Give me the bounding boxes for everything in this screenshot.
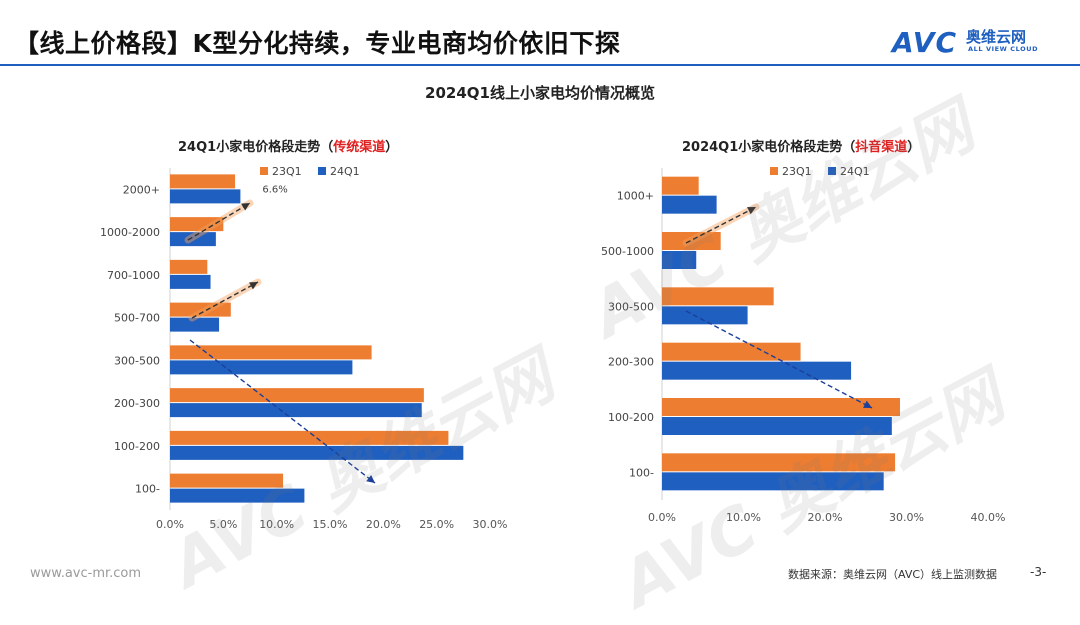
bar-24q1-100- xyxy=(662,472,884,491)
chart-left-title-suffix: ） xyxy=(385,140,399,155)
chart-left-title-highlight: 传统渠道 xyxy=(333,140,386,155)
bar-24q1-1000+ xyxy=(662,195,717,214)
bar-23q1-300-500 xyxy=(662,287,774,306)
page-title: 【线上价格段】K型分化持续，专业电商均价依旧下探 xyxy=(14,29,621,58)
category-label: 1000+ xyxy=(617,190,654,203)
category-label: 700-1000 xyxy=(107,269,160,282)
category-label: 300-500 xyxy=(608,300,654,313)
chart-left-title: 24Q1小家电价格段走势（传统渠道） xyxy=(178,136,398,155)
category-label: 200-300 xyxy=(114,397,160,410)
bar-24q1-200-300 xyxy=(662,361,852,380)
trend-arrow-head xyxy=(249,282,258,290)
legend-label: 23Q1 xyxy=(272,165,302,178)
bar-24q1-500-1000 xyxy=(662,251,697,269)
bar-24q1-2000+ xyxy=(170,189,241,204)
category-label: 1000-2000 xyxy=(100,226,160,239)
bar-23q1-100-200 xyxy=(662,398,900,416)
chart-right-title-suffix: ） xyxy=(907,140,921,155)
legend-label: 24Q1 xyxy=(330,165,360,178)
avc-logo: AVC 奥维云网 ALL VIEW CLOUD xyxy=(892,26,1052,60)
trend-arrow-head xyxy=(863,400,872,408)
x-tick-label: 30.0% xyxy=(889,511,924,524)
bar-23q1-300-500 xyxy=(170,345,372,360)
x-tick-label: 40.0% xyxy=(971,511,1006,524)
chart-group-title: 2024Q1线上小家电均价情况概览 xyxy=(425,84,655,102)
chart-right-title: 2024Q1小家电价格段走势（抖音渠道） xyxy=(682,136,920,155)
bar-24q1-100-200 xyxy=(662,417,892,435)
bar-24q1-700-1000 xyxy=(170,274,211,289)
x-tick-label: 10.0% xyxy=(259,518,294,531)
left-bar-chart: 2000+ 1000-2000 700-1000 500-700 300-500 200-… xyxy=(100,165,1006,531)
data-label: 6.6% xyxy=(262,184,287,195)
bar-24q1-100-200 xyxy=(170,445,464,460)
logo-en: ALL VIEW CLOUD xyxy=(968,45,1039,53)
legend-swatch xyxy=(770,167,778,175)
x-tick-label: 20.0% xyxy=(366,518,401,531)
bar-23q1-100- xyxy=(170,473,284,488)
trend-arrow-head xyxy=(241,203,250,211)
bar-24q1-1000-2000 xyxy=(170,232,216,247)
bar-23q1-200-300 xyxy=(170,388,424,403)
category-label: 500-700 xyxy=(114,312,160,325)
legend-label: 23Q1 xyxy=(782,165,812,178)
x-tick-label: 0.0% xyxy=(156,518,184,531)
bar-24q1-100- xyxy=(170,488,305,503)
x-tick-label: 15.0% xyxy=(313,518,348,531)
category-label: 100-200 xyxy=(114,440,160,453)
x-tick-label: 20.0% xyxy=(808,511,843,524)
category-label: 2000+ xyxy=(123,183,160,196)
bar-24q1-300-500 xyxy=(662,306,748,325)
page-number: -3- xyxy=(1030,565,1047,579)
category-label: 100-200 xyxy=(608,411,654,424)
bar-23q1-1000+ xyxy=(662,176,699,195)
trend-arrow-line xyxy=(191,281,259,319)
header-divider xyxy=(0,64,1080,66)
chart-left-title-prefix: 24Q1小家电价格段走势（ xyxy=(178,140,334,155)
bar-23q1-500-700 xyxy=(170,302,231,317)
bar-23q1-100-200 xyxy=(170,430,449,445)
category-label: 300-500 xyxy=(114,354,160,367)
x-tick-label: 5.0% xyxy=(209,518,237,531)
x-tick-label: 30.0% xyxy=(473,518,508,531)
category-label: 500-1000 xyxy=(601,245,654,258)
bar-23q1-200-300 xyxy=(662,342,801,361)
chart-right-title-prefix: 2024Q1小家电价格段走势（ xyxy=(682,140,856,155)
logo-text: AVC xyxy=(892,26,957,59)
footer-site: www.avc-mr.com xyxy=(30,566,142,581)
bar-23q1-100- xyxy=(662,453,896,472)
bar-24q1-500-700 xyxy=(170,317,220,332)
trend-arrow-line xyxy=(187,202,251,241)
bar-23q1-2000+ xyxy=(170,174,236,189)
category-label: 200-300 xyxy=(608,356,654,369)
trend-arrow-line xyxy=(685,206,757,244)
category-label: 100- xyxy=(629,466,654,479)
legend-swatch xyxy=(318,167,326,175)
legend-label: 24Q1 xyxy=(840,165,870,178)
trend-arrow-line xyxy=(189,339,376,484)
logo-cn: 奥维云网 xyxy=(966,28,1027,46)
trend-arrow-head xyxy=(366,474,375,483)
trend-arrow-line xyxy=(685,310,873,409)
x-tick-label: 0.0% xyxy=(648,511,676,524)
bar-23q1-500-1000 xyxy=(662,232,721,250)
category-label: 100- xyxy=(135,483,160,496)
bar-24q1-300-500 xyxy=(170,360,353,375)
x-tick-label: 25.0% xyxy=(419,518,454,531)
x-tick-label: 10.0% xyxy=(726,511,761,524)
bar-24q1-200-300 xyxy=(170,403,422,418)
trend-arrow-head xyxy=(747,207,756,215)
chart-right-title-highlight: 抖音渠道 xyxy=(855,140,908,155)
bar-23q1-700-1000 xyxy=(170,259,208,274)
legend-swatch xyxy=(828,167,836,175)
legend-swatch xyxy=(260,167,268,175)
footer-source: 数据来源：奥维云网（AVC）线上监测数据 xyxy=(788,568,998,581)
